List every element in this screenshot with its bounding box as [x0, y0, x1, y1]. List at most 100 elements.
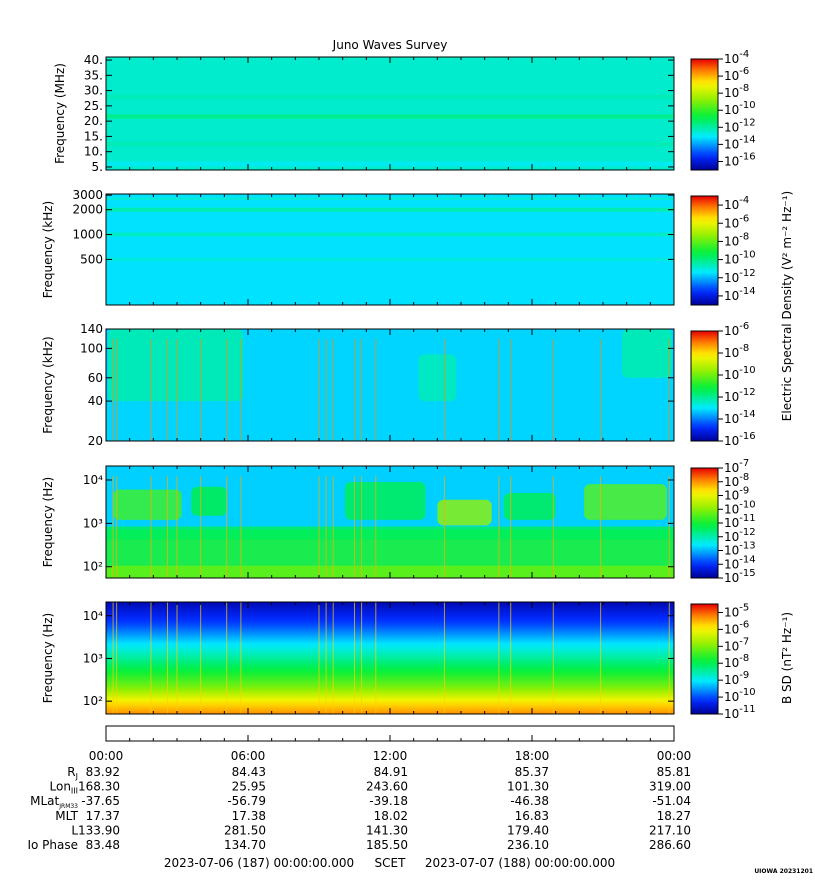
- footer-scet: SCET: [375, 856, 407, 870]
- colorbar-scale: [690, 603, 719, 715]
- colorbar-tick-label: 10-7: [724, 636, 749, 653]
- ephemeris-value: 185.50: [366, 838, 408, 852]
- panel-efield-hfr-mhz: 5.10. 15.20.25.30. 35.40. Frequency (MHz) 10…: [53, 49, 756, 174]
- y-tick-label: 20: [88, 434, 103, 448]
- emission-burst: [345, 481, 426, 520]
- y-tick-label: 500: [80, 252, 103, 266]
- colorbar-tick-label: 10-4: [724, 49, 749, 66]
- y-tick-label: 100: [80, 341, 103, 355]
- y-tick-label: 25.: [84, 99, 103, 113]
- spectrogram-background: [106, 194, 674, 305]
- y-axis-label: Frequency (kHz): [41, 201, 55, 298]
- emission-burst: [418, 354, 457, 402]
- emission-burst: [113, 489, 182, 520]
- emission-band: [106, 141, 674, 147]
- panel-efield-lfr-khz: 20 40 60 100 140 Frequency (kHz) 10-6 10-8 10-10…: [41, 321, 756, 448]
- colorbar-tick-label: 10-12: [724, 117, 756, 134]
- colorbar-tick-label: 10-10: [724, 100, 756, 117]
- y-axis-label: Frequency (MHz): [53, 63, 67, 164]
- y-tick-label: 140: [80, 322, 103, 336]
- y-tick-label: 10.: [84, 145, 103, 159]
- colorbar-tick-label: 10-6: [724, 321, 749, 338]
- colorbar: 10-6 10-8 10-10 10-12 10-14 10-16: [690, 321, 756, 448]
- ephemeris-value: 134.70: [224, 838, 266, 852]
- ephemeris-row-label: RJ: [67, 765, 78, 781]
- emission-burst: [503, 493, 556, 520]
- colorbar-tick-label: 10-14: [724, 286, 756, 303]
- colorbar-tick-label: 10-6: [724, 213, 749, 230]
- emission-band: [106, 207, 674, 212]
- ephemeris-row-label: LonIII: [50, 780, 79, 796]
- colorbar-tick-label: 10-8: [724, 231, 749, 248]
- y-tick-label: 5.: [92, 160, 103, 174]
- ephemeris-value: 83.92: [86, 765, 120, 779]
- ephemeris-row-label: Io Phase: [27, 838, 78, 852]
- y-tick-label: 10³: [83, 651, 103, 665]
- panel-efield-lfr-hz: 10² 10³ 10⁴ Frequency (Hz) 10-710-810-910-10…: [41, 458, 756, 585]
- y-tick-label: 35.: [84, 68, 103, 82]
- colorbar-tick-label: 10-6: [724, 66, 749, 83]
- x-tick-label: 00:00: [657, 749, 692, 763]
- ephemeris-value: 286.60: [649, 838, 691, 852]
- ephemeris-table: RJ 83.92 84.43 84.91 85.37 85.81 LonIII 168.30 2…: [27, 765, 691, 852]
- colorbar-tick-label: 10-8: [724, 83, 749, 100]
- footer-start-time: 2023-07-06 (187) 00:00:00.000: [164, 856, 354, 870]
- colorbar-tick-label: 10-5: [724, 602, 749, 619]
- ephemeris-value: 236.10: [507, 838, 549, 852]
- ephemeris-value: 25.95: [232, 780, 266, 794]
- x-tick-label: 00:00: [89, 749, 124, 763]
- colorbar-tick-label: 10-4: [724, 195, 749, 212]
- emission-band: [106, 161, 674, 167]
- emission-band: [106, 526, 674, 540]
- colorbar-tick-label: 10-14: [724, 409, 756, 426]
- colorbar-tick-label: 10-14: [724, 134, 756, 151]
- credit-label: UIOWA 20231201: [754, 868, 813, 875]
- y-tick-label: 15.: [84, 129, 103, 143]
- ephemeris-value: 179.40: [507, 823, 549, 837]
- colorbar-tick-label: 10-15: [724, 568, 756, 585]
- y-axis-label: Frequency (Hz): [41, 477, 55, 568]
- colorbar-scale: [690, 330, 719, 442]
- colorbar-tick-label: 10-8: [724, 343, 749, 360]
- colorbar-tick-label: 10-16: [724, 151, 756, 168]
- ephemeris-row-label: MLatJRM33: [30, 794, 78, 810]
- y-tick-label: 10²: [83, 560, 103, 574]
- ephemeris-value: 319.00: [649, 780, 691, 794]
- y-tick-label: 2000: [72, 203, 103, 217]
- colorbar-tick-label: 10-9: [724, 670, 749, 687]
- y-tick-label: 20.: [84, 114, 103, 128]
- ephemeris-value: 16.83: [515, 809, 549, 823]
- emission-band: [106, 232, 674, 237]
- y-tick-label: 40: [88, 394, 103, 408]
- colorbar-scale: [690, 467, 719, 579]
- colorbar-tick-label: 10-16: [724, 431, 756, 448]
- ephemeris-row-label: MLT: [55, 809, 78, 823]
- colorbar-scale: [690, 195, 719, 306]
- footer-end-time: 2023-07-07 (188) 00:00:00.000: [425, 856, 615, 870]
- ephemeris-value: 84.91: [374, 765, 408, 779]
- emission-band: [106, 114, 674, 119]
- ephemeris-value: 281.50: [224, 823, 266, 837]
- colorbar: 10-710-810-910-1010-1110-1210-1310-1410-…: [690, 458, 756, 585]
- ephemeris-value: 141.30: [366, 823, 408, 837]
- colorbar-tick-label: 10-8: [724, 653, 749, 670]
- colorbar-scale: [690, 58, 719, 171]
- ephemeris-value: 243.60: [366, 780, 408, 794]
- ephemeris-value: 101.30: [507, 780, 549, 794]
- bfield-colorbar-label: B SD (nT² Hz⁻¹): [780, 612, 794, 704]
- emission-burst: [108, 329, 244, 402]
- x-tick-label: 12:00: [373, 749, 408, 763]
- emission-burst: [437, 499, 492, 526]
- ephemeris-value: 18.02: [374, 809, 408, 823]
- chart-title: Juno Waves Survey: [332, 38, 448, 52]
- y-tick-label: 10⁴: [83, 609, 103, 623]
- emission-band: [106, 257, 674, 262]
- spectrogram-background: [106, 602, 674, 714]
- ephemeris-value: -37.65: [81, 794, 120, 808]
